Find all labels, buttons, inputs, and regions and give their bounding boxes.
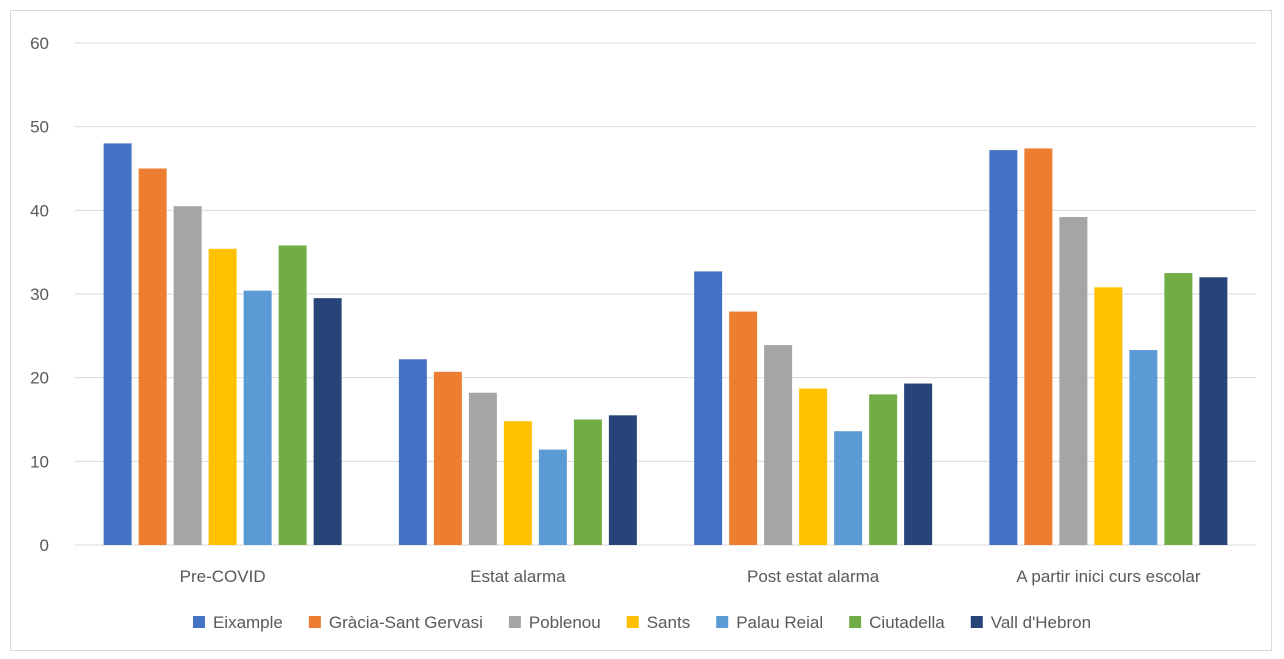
bar: [1094, 287, 1123, 545]
x-tick-label: A partir inici curs escolar: [1016, 567, 1201, 586]
bar: [1059, 217, 1088, 545]
bar: [433, 371, 462, 545]
bar-chart: 0 10 20 30 40 50 60 Pre-COVID Estat alarma Post …: [30, 34, 1256, 632]
legend-item: Poblenou: [508, 613, 601, 632]
legend-label: Vall d'Hebron: [991, 613, 1091, 632]
y-axis-ticks: 0 10 20 30 40 50 60: [30, 34, 49, 555]
bar: [729, 311, 758, 545]
legend-label: Eixample: [213, 613, 283, 632]
bar: [904, 383, 933, 545]
legend-swatch: [508, 616, 521, 628]
legend-swatch: [192, 616, 205, 628]
bar: [468, 392, 497, 545]
bar: [138, 168, 167, 545]
bar: [208, 248, 237, 545]
bar: [173, 206, 202, 545]
bar: [538, 449, 567, 545]
y-tick-label: 60: [30, 34, 49, 53]
x-tick-label: Post estat alarma: [747, 567, 880, 586]
legend-label: Sants: [647, 613, 690, 632]
bar: [573, 419, 602, 545]
bar: [799, 388, 828, 545]
y-tick-label: 40: [30, 201, 49, 220]
bar: [1129, 350, 1158, 545]
legend-item: Vall d'Hebron: [970, 613, 1091, 632]
bar: [243, 290, 272, 545]
legend-label: Ciutadella: [869, 613, 945, 632]
y-tick-label: 10: [30, 452, 49, 471]
bar: [503, 421, 532, 545]
bar: [764, 345, 793, 545]
bar: [1164, 273, 1193, 545]
legend-label: Palau Reial: [736, 613, 823, 632]
chart-frame: 0 10 20 30 40 50 60 Pre-COVID Estat alarma Post …: [10, 10, 1272, 651]
y-tick-label: 0: [40, 536, 49, 555]
bar: [834, 431, 863, 545]
legend-swatch: [849, 616, 862, 628]
bar: [278, 245, 307, 545]
gridlines: [75, 42, 1256, 546]
y-tick-label: 20: [30, 369, 49, 388]
legend-swatch: [970, 616, 983, 628]
legend-item: Eixample: [192, 613, 283, 632]
legend-swatch: [626, 616, 639, 628]
legend: Eixample Gràcia-Sant Gervasi Poblenou Sants…: [192, 613, 1091, 632]
legend-label: Poblenou: [529, 613, 601, 632]
bar: [694, 271, 723, 545]
x-axis-ticks: Pre-COVID Estat alarma Post estat alarma A …: [180, 567, 1201, 586]
bar: [313, 298, 342, 545]
x-tick-label: Pre-COVID: [180, 567, 266, 586]
bar: [1024, 148, 1053, 546]
bar: [103, 143, 132, 545]
bar: [1199, 277, 1228, 545]
legend-swatch: [716, 616, 729, 628]
legend-item: Palau Reial: [716, 613, 823, 632]
bar: [989, 150, 1018, 546]
bar: [398, 359, 427, 545]
bars: [103, 143, 1228, 546]
bar: [869, 394, 898, 545]
bar: [608, 415, 637, 545]
legend-item: Sants: [626, 613, 690, 632]
legend-label: Gràcia-Sant Gervasi: [329, 613, 483, 632]
y-tick-label: 50: [30, 118, 49, 137]
y-tick-label: 30: [30, 285, 49, 304]
legend-swatch: [308, 616, 321, 628]
legend-item: Ciutadella: [849, 613, 945, 632]
legend-item: Gràcia-Sant Gervasi: [308, 613, 483, 632]
x-tick-label: Estat alarma: [470, 567, 566, 586]
